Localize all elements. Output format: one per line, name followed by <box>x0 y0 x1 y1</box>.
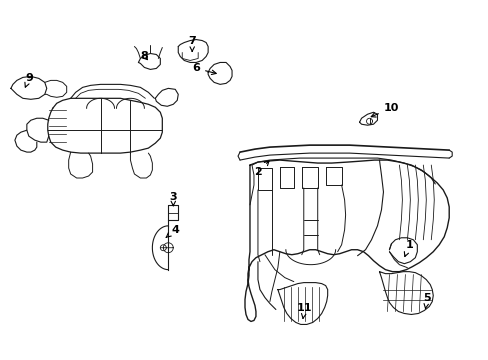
Text: 3: 3 <box>169 192 177 206</box>
Text: 10: 10 <box>370 103 398 117</box>
Text: 5: 5 <box>423 293 430 309</box>
Text: 2: 2 <box>254 161 268 177</box>
Text: 6: 6 <box>192 63 216 75</box>
Text: 4: 4 <box>166 225 179 237</box>
Text: 9: 9 <box>25 73 33 87</box>
Text: 7: 7 <box>188 36 196 51</box>
Text: 8: 8 <box>140 51 148 62</box>
Text: 11: 11 <box>296 302 312 319</box>
Text: 1: 1 <box>404 240 412 257</box>
